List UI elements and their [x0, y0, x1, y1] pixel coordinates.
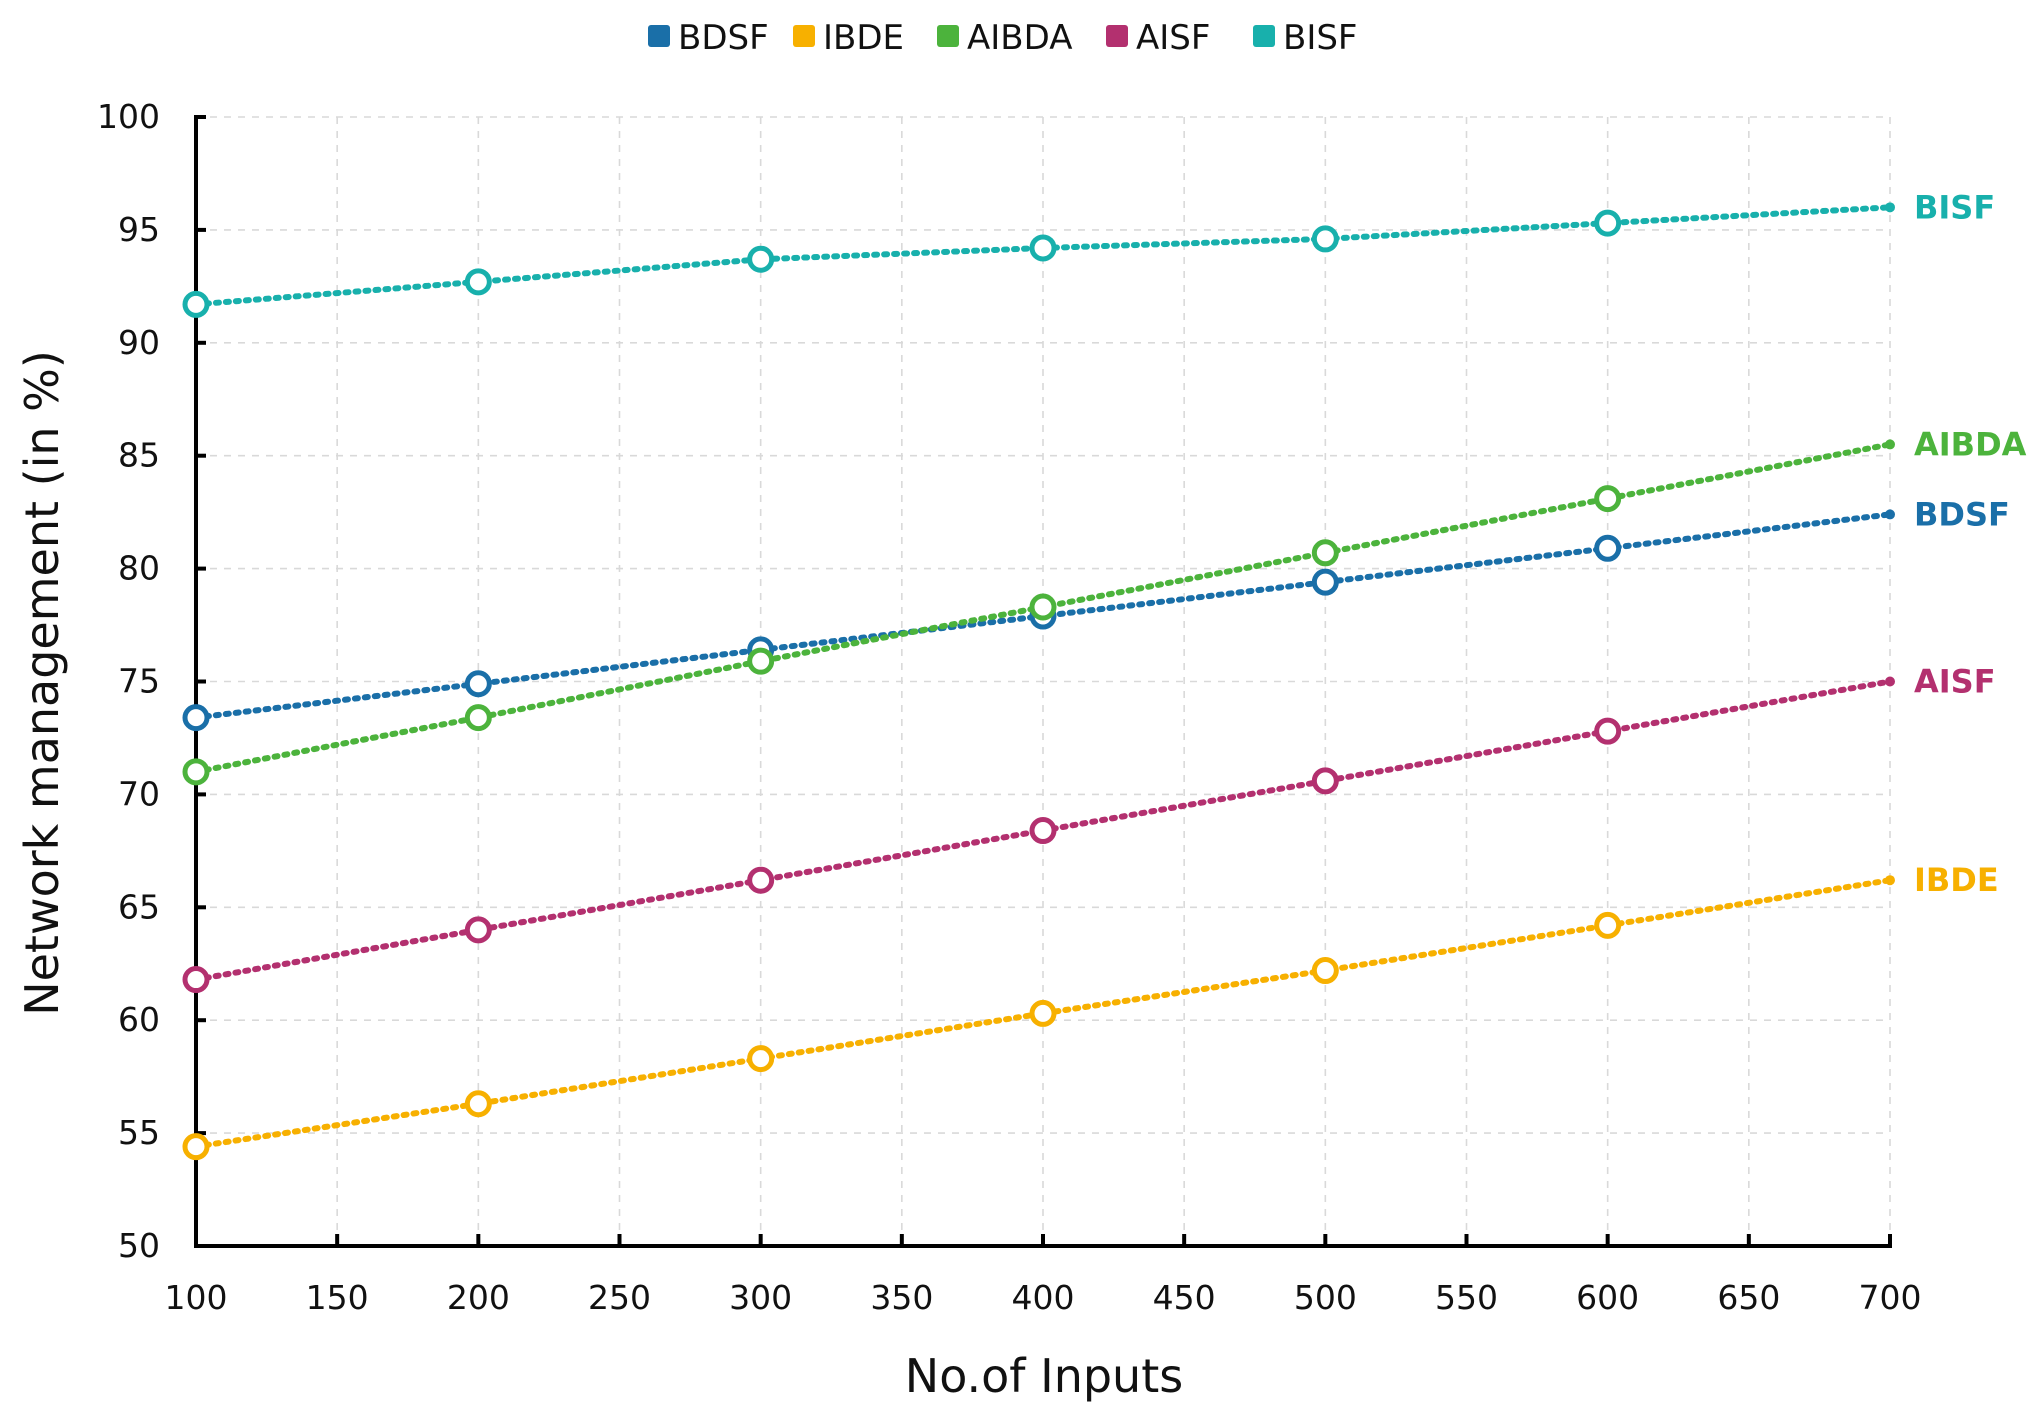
y-tick-label: 80 [118, 549, 160, 588]
series-lines [182, 202, 1895, 1161]
data-point-bdsf [182, 704, 210, 732]
legend-swatch-ibde [793, 25, 815, 47]
data-point-bdsf [1594, 534, 1622, 562]
y-tick-label: 50 [118, 1226, 160, 1265]
data-point-aisf [747, 866, 775, 894]
data-point-aisf [182, 966, 210, 994]
data-point-ibde [1594, 911, 1622, 939]
data-point-aisf [1029, 817, 1057, 845]
data-point-aibda [182, 758, 210, 786]
y-tick-label: 100 [97, 97, 160, 136]
y-tick-label: 95 [118, 210, 160, 249]
y-tick-label: 85 [118, 436, 160, 475]
data-point-aibda [1029, 593, 1057, 621]
legend-swatch-aibda [937, 25, 959, 47]
y-tick-label: 65 [118, 887, 160, 926]
legend-label-bisf: BISF [1283, 18, 1358, 58]
data-point-ibde [747, 1045, 775, 1073]
legend-label-bdsf: BDSF [678, 18, 769, 58]
data-point-ibde [464, 1090, 492, 1118]
y-tick-label: 90 [118, 323, 160, 362]
data-point-aisf [1885, 676, 1895, 687]
y-axis-title: Network management (in %) [15, 350, 69, 1016]
data-point-aibda [1885, 439, 1895, 450]
x-tick-label: 700 [1859, 1278, 1922, 1317]
end-label-bdsf: BDSF [1914, 495, 2010, 533]
axes: 50 55 60 65 70 75 80 85 90 95 100 100 150 200 250 300 35… [97, 97, 1922, 1317]
data-point-aibda [1311, 539, 1339, 567]
data-point-bdsf [1311, 568, 1339, 596]
grid [196, 116, 1891, 1246]
x-tick-label: 400 [1012, 1278, 1075, 1317]
data-point-aisf [1311, 767, 1339, 795]
legend-swatch-bdsf [648, 25, 670, 47]
legend-swatch-bisf [1253, 25, 1275, 47]
x-tick-label: 250 [588, 1278, 651, 1317]
legend-swatch-aisf [1106, 25, 1128, 47]
x-tick-label: 200 [447, 1278, 510, 1317]
data-point-bisf [1029, 234, 1057, 262]
data-point-bdsf [464, 670, 492, 698]
x-tick-label: 350 [870, 1278, 933, 1317]
x-tick-label: 100 [165, 1278, 228, 1317]
y-tick-label: 75 [118, 662, 160, 701]
data-point-ibde [1311, 957, 1339, 985]
x-tick-label: 650 [1717, 1278, 1780, 1317]
data-point-aibda [747, 647, 775, 675]
end-label-ibde: IBDE [1914, 861, 1999, 899]
legend-label-ibde: IBDE [823, 18, 904, 58]
data-point-bisf [464, 268, 492, 296]
x-tick-label: 450 [1153, 1278, 1216, 1317]
data-point-bdsf [1885, 509, 1895, 520]
x-tick-label: 600 [1576, 1278, 1639, 1317]
data-point-aisf [1594, 717, 1622, 745]
end-label-aibda: AIBDA [1914, 425, 2027, 463]
legend-label-aisf: AISF [1136, 18, 1210, 58]
data-point-bisf [1311, 225, 1339, 253]
y-tick-label: 70 [118, 774, 160, 813]
data-point-aibda [1594, 485, 1622, 513]
end-label-bisf: BISF [1914, 188, 1995, 226]
x-tick-label: 550 [1435, 1278, 1498, 1317]
legend-label-aibda: AIBDA [967, 18, 1072, 58]
data-point-bisf [747, 245, 775, 273]
data-point-ibde [182, 1133, 210, 1161]
data-point-bisf [1594, 209, 1622, 237]
data-point-bisf [1885, 202, 1895, 213]
y-tick-label: 55 [118, 1113, 160, 1152]
x-axis-title: No.of Inputs [905, 1349, 1183, 1403]
data-point-aisf [464, 916, 492, 944]
x-tick-label: 150 [306, 1278, 369, 1317]
data-point-aibda [464, 704, 492, 732]
x-tick-label: 500 [1294, 1278, 1357, 1317]
data-point-bisf [182, 290, 210, 318]
x-tick-label: 300 [729, 1278, 792, 1317]
legend: BDSF IBDE AIBDA AISF BISF [648, 18, 1358, 58]
end-label-aisf: AISF [1914, 663, 1996, 701]
end-labels: BDSF IBDE AIBDA AISF BISF [1914, 188, 2027, 899]
y-tick-label: 60 [118, 1000, 160, 1039]
data-point-ibde [1029, 999, 1057, 1027]
data-point-ibde [1885, 875, 1895, 886]
